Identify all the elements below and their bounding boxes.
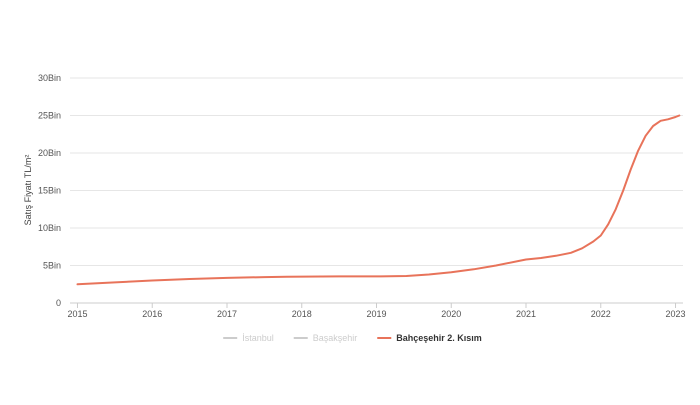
y-tick-label: 10Bin xyxy=(38,223,61,233)
y-tick-label: 0 xyxy=(56,298,61,308)
legend-label: Bahçeşehir 2. Kısım xyxy=(396,333,482,343)
y-tick-label: 20Bin xyxy=(38,148,61,158)
x-axis: 2015 2016 2017 2018 2019 2020 2021 2022 2023 xyxy=(67,302,686,319)
legend-item[interactable]: Başakşehir xyxy=(293,333,358,343)
y-tick-label: 30Bin xyxy=(38,73,61,83)
x-tick-label: 2018 xyxy=(292,309,312,319)
legend-label: Başakşehir xyxy=(313,333,358,343)
y-tick-label: 15Bin xyxy=(38,186,61,196)
x-tick-label: 2015 xyxy=(67,309,87,319)
y-axis-ticks: 0 5Bin 10Bin 15Bin 20Bin 25Bin 30Bin xyxy=(38,73,61,308)
legend: İstanbul Başakşehir Bahçeşehir 2. Kısım xyxy=(223,333,482,343)
y-tick-label: 25Bin xyxy=(38,111,61,121)
x-tick-label: 2017 xyxy=(217,309,237,319)
x-tick-label: 2022 xyxy=(591,309,611,319)
y-axis-label: Satış Fiyatı TL/m² xyxy=(23,155,33,226)
series-line xyxy=(76,114,681,286)
x-tick-label: 2020 xyxy=(441,309,461,319)
legend-item[interactable]: Bahçeşehir 2. Kısım xyxy=(377,333,482,343)
series-lines xyxy=(76,114,681,286)
gridlines xyxy=(70,77,683,266)
x-tick-label: 2021 xyxy=(516,309,536,319)
x-tick-label: 2023 xyxy=(666,309,686,319)
y-tick-label: 5Bin xyxy=(43,261,61,271)
legend-item[interactable]: İstanbul xyxy=(223,333,274,343)
x-tick-label: 2016 xyxy=(142,309,162,319)
legend-label: İstanbul xyxy=(242,333,274,343)
x-tick-label: 2019 xyxy=(366,309,386,319)
